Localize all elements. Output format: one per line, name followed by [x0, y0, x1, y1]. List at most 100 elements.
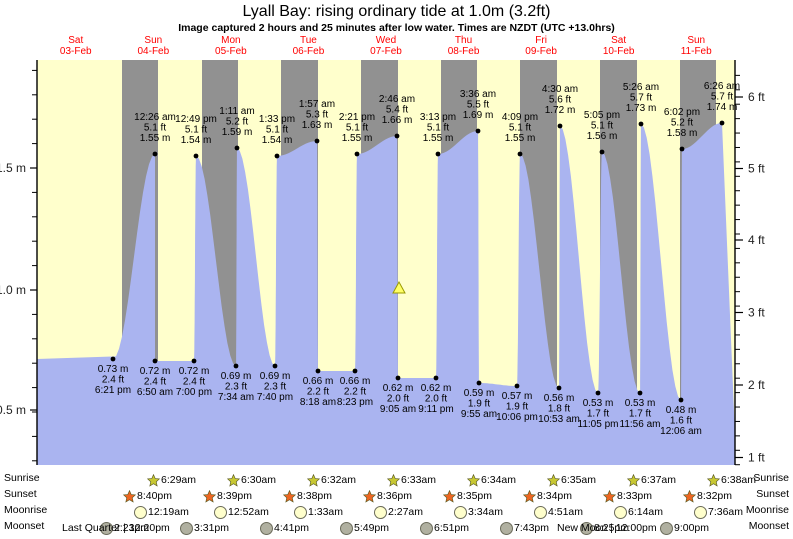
- high-tide-5: 2:21 pm5.1 ft1.55 m: [339, 112, 375, 157]
- astro-time: 12:52am: [228, 506, 269, 518]
- day-label-2: Mon 05-Feb: [191, 35, 271, 57]
- tide-label-line: 0.69 m: [221, 371, 252, 382]
- moonset-moon-icon: [340, 521, 353, 535]
- tide-label-line: 0.73 m: [98, 364, 129, 375]
- low-tide-3: 0.69 m2.3 ft7:34 am: [218, 363, 254, 403]
- sunrise-star-icon: [386, 473, 401, 487]
- astro-cell-sunset-0: 8:40pm: [122, 488, 172, 504]
- tide-label-line: 5.7 ft: [630, 93, 652, 104]
- astro-cell-sunrise-1: 6:30am: [226, 472, 276, 488]
- tide-label-line: 1.6 ft: [670, 416, 692, 427]
- astro-time: 2:27am: [388, 506, 424, 518]
- tide-marker-dot: [191, 358, 197, 364]
- right-axis-label: 6 ft: [748, 90, 765, 104]
- tide-label-line: 4:09 pm: [502, 112, 538, 123]
- tide-label-line: 0.66 m: [303, 376, 334, 387]
- low-tide-4: 0.69 m2.3 ft7:40 pm: [257, 363, 293, 403]
- tide-marker-dot: [233, 363, 239, 369]
- astro-row-moonset: Moonset Moonset 2:23pm 3:31pm 4:41pm 5:49pm 6:…: [0, 520, 793, 536]
- day-date: 06-Feb: [292, 46, 325, 57]
- tide-label-line: 2.4 ft: [144, 377, 166, 388]
- astro-time: 8:39pm: [217, 490, 253, 502]
- page-title: Lyall Bay: rising ordinary tide at 1.0m …: [242, 3, 551, 20]
- day-label-1: Sun 04-Feb: [113, 35, 193, 57]
- tide-label-line: 1:33 pm: [259, 114, 295, 125]
- tide-marker-dot: [152, 358, 158, 364]
- astro-cell-moonrise-3: 2:27am: [373, 504, 423, 520]
- tide-label-line: 0.48 m: [666, 405, 697, 416]
- astro-cell-sunrise-4: 6:34am: [466, 472, 516, 488]
- tide-marker-dot: [435, 151, 441, 157]
- tide-label-line: 2.3 ft: [264, 382, 286, 393]
- astro-cell-moonrise-2: 1:33am: [293, 504, 343, 520]
- moon-phase-time: 12:00pm: [615, 522, 657, 534]
- astro-label-left-moonrise: Moonrise: [4, 504, 48, 516]
- high-tide-11: 5:05 pm5.1 ft1.56 m: [584, 110, 620, 155]
- tide-label-line: 8:18 am: [300, 397, 336, 408]
- tide-label-line: 2.0 ft: [387, 394, 409, 405]
- tide-label-line: 6:50 am: [137, 387, 173, 398]
- tide-chart: 12:26 am5.1 ft1.55 m12:49 pm5.1 ft1.54 m…: [0, 60, 765, 466]
- tide-label-line: 5.2 ft: [671, 118, 693, 129]
- tide-label-line: 1.66 m: [382, 115, 413, 126]
- tide-label-line: 5.4 ft: [386, 105, 408, 116]
- day-name: Tue: [300, 35, 317, 46]
- astro-cell-sunset-1: 8:39pm: [202, 488, 252, 504]
- tide-marker-dot: [354, 151, 360, 157]
- astro-label-left-sunset: Sunset: [4, 488, 37, 500]
- moon-phase-1: New Moon | 12:00pm: [557, 522, 657, 534]
- astro-time: 6:33am: [401, 474, 437, 486]
- tide-marker-dot: [638, 121, 644, 127]
- day-name: Sun: [687, 35, 706, 46]
- astro-cell-sunrise-6: 6:37am: [626, 472, 676, 488]
- day-name: Sat: [68, 35, 84, 46]
- day-label-0: Sat 03-Feb: [36, 35, 116, 57]
- astro-cell-moonrise-6: 6:14am: [613, 504, 663, 520]
- day-date: 07-Feb: [370, 46, 402, 57]
- tide-label-line: 3:36 am: [460, 89, 496, 100]
- day-date: 11-Feb: [680, 46, 712, 57]
- tide-label-line: 9:05 am: [380, 404, 416, 415]
- sunrise-star-icon: [626, 473, 641, 487]
- day-date: 04-Feb: [137, 46, 170, 57]
- astro-row-sunset: Sunset Sunset 8:40pm 8:39pm 8:38pm 8:36pm 8:35…: [0, 488, 793, 504]
- tide-marker-dot: [557, 123, 563, 129]
- tide-label-line: 9:11 pm: [418, 404, 453, 415]
- tide-label-line: 1.73 m: [626, 103, 657, 114]
- astro-cell-moonrise-7: 7:36am: [693, 504, 743, 520]
- tide-marker-dot: [274, 153, 280, 159]
- day-date: 09-Feb: [525, 46, 557, 57]
- day-date: 03-Feb: [59, 46, 92, 57]
- astro-time: 5:49pm: [354, 522, 390, 534]
- astro-cell-sunset-2: 8:38pm: [282, 488, 332, 504]
- tide-label-line: 12:26 am: [134, 112, 176, 123]
- tide-label-line: 6:02 pm: [664, 107, 700, 118]
- tide-marker-dot: [110, 356, 116, 362]
- astro-cell-moonset-0: 2:23pm: [99, 520, 149, 536]
- day-name: Thu: [454, 35, 473, 46]
- day-label-4: Wed 07-Feb: [346, 35, 426, 57]
- day-name: Fri: [535, 35, 547, 46]
- day-label-6: Fri 09-Feb: [501, 35, 581, 57]
- tide-label-line: 5.7 ft: [711, 92, 733, 103]
- tide-label-line: 1.8 ft: [548, 404, 570, 415]
- tide-label-line: 5.1 ft: [509, 123, 531, 134]
- tide-label-line: 7:40 pm: [257, 392, 293, 403]
- tide-label-line: 5:05 pm: [584, 110, 620, 121]
- astro-cell-moonset-7: 9:00pm: [659, 520, 709, 536]
- moonset-moon-icon: [420, 521, 433, 535]
- tide-label-line: 0.59 m: [464, 388, 495, 399]
- low-tide-2: 0.72 m2.4 ft7:00 pm: [176, 358, 212, 398]
- low-tide-7: 0.62 m2.0 ft9:05 am: [380, 375, 416, 415]
- astro-time: 12:19am: [148, 506, 189, 518]
- astro-cell-sunset-6: 8:33pm: [602, 488, 652, 504]
- astro-time: 7:36am: [708, 506, 744, 518]
- high-tide-6: 2:46 am5.4 ft1.66 m: [379, 94, 415, 139]
- left-axis-label: 0.5 m: [0, 403, 26, 417]
- day-name: Mon: [221, 35, 241, 46]
- astro-time: 6:32am: [321, 474, 357, 486]
- tide-label-line: 11:56 am: [620, 419, 661, 430]
- tide-marker-dot: [152, 151, 158, 157]
